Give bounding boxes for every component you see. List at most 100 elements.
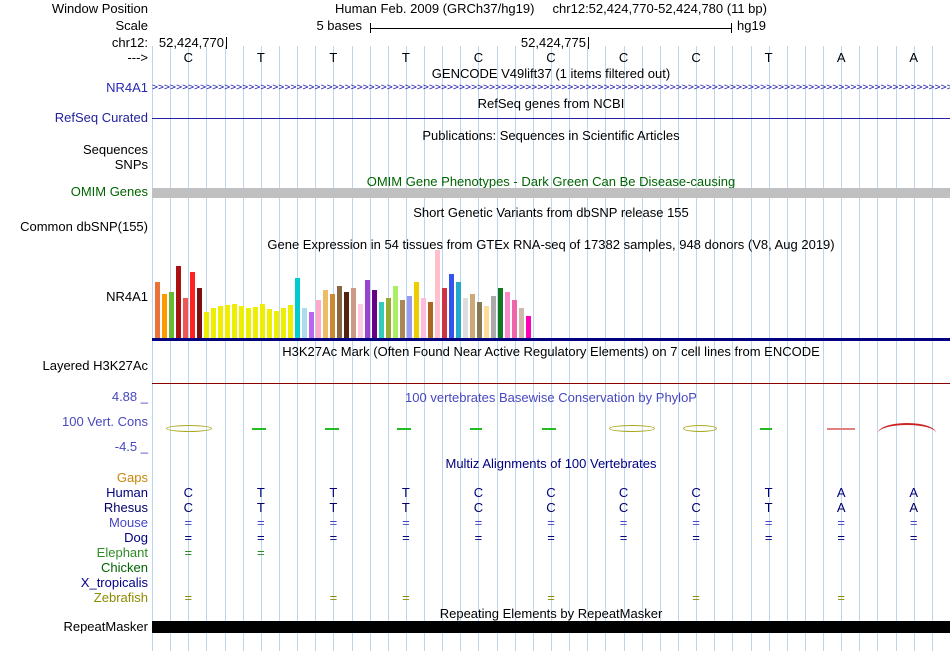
gtex-bar[interactable] (309, 312, 314, 338)
guideline (405, 46, 407, 651)
alignment-cell: = (619, 515, 628, 530)
gtex-bar[interactable] (197, 288, 202, 338)
gtex-bar[interactable] (337, 286, 342, 338)
gtex-bar[interactable] (218, 306, 223, 338)
gtex-bar[interactable] (253, 307, 258, 338)
gtex-bar[interactable] (246, 308, 251, 338)
alignment-cell: = (692, 530, 700, 545)
gtex-bar[interactable] (288, 305, 293, 338)
gtex-item-label[interactable]: NR4A1 (106, 289, 148, 304)
coordinate-right-tick (588, 37, 589, 49)
gtex-bar[interactable] (344, 292, 349, 338)
repeatmasker-bar[interactable] (152, 621, 950, 633)
gtex-bar[interactable] (505, 292, 510, 338)
gtex-bar[interactable] (330, 294, 335, 338)
gtex-bar[interactable] (232, 304, 237, 338)
gtex-bar[interactable] (225, 305, 230, 338)
multiz-track-title: Multiz Alignments of 100 Vertebrates (445, 456, 657, 471)
refseq-curated-line[interactable] (152, 118, 950, 119)
alignment-cell: T (401, 500, 410, 515)
gtex-bar[interactable] (477, 302, 482, 338)
sequences-label[interactable]: Sequences (82, 142, 148, 157)
dbsnp-label[interactable]: Common dbSNP(155) (20, 219, 148, 234)
gtex-bar[interactable] (442, 288, 447, 338)
gencode-item-label[interactable]: NR4A1 (106, 80, 148, 95)
gtex-bar[interactable] (414, 282, 419, 338)
alignment-cell: A (909, 500, 919, 515)
cons-wiggle-area[interactable] (0, 420, 950, 438)
guideline (369, 46, 371, 651)
gtex-bar[interactable] (435, 250, 440, 338)
h3k27ac-label[interactable]: Layered H3K27Ac (42, 358, 148, 373)
gtex-bar[interactable] (379, 302, 384, 338)
gtex-bar[interactable] (204, 312, 209, 338)
gtex-bar[interactable] (491, 296, 496, 338)
gtex-bar-chart[interactable] (152, 250, 950, 338)
gtex-bar[interactable] (484, 306, 489, 338)
gtex-bar[interactable] (400, 300, 405, 338)
gtex-bar[interactable] (449, 274, 454, 338)
assembly-tag: hg19 (737, 18, 766, 33)
gtex-bar[interactable] (190, 272, 195, 338)
alignment-cell: = (329, 530, 338, 545)
gtex-bar[interactable] (498, 288, 503, 338)
alignment-cell: A (909, 485, 919, 500)
gtex-bar[interactable] (407, 296, 412, 338)
gtex-bar[interactable] (372, 290, 377, 338)
gtex-bar[interactable] (526, 316, 531, 338)
gtex-bar[interactable] (316, 300, 321, 338)
alignment-cell: C (618, 485, 629, 500)
gtex-bar[interactable] (183, 298, 188, 338)
gtex-bar[interactable] (260, 304, 265, 338)
gtex-bar[interactable] (281, 308, 286, 338)
gtex-bar[interactable] (428, 302, 433, 338)
multiz-species-label-elephant: Elephant (96, 545, 148, 560)
gtex-bar[interactable] (302, 308, 307, 338)
gtex-bar[interactable] (512, 300, 517, 338)
alignment-cell: = (837, 590, 845, 605)
window-position-label: Window Position (51, 1, 148, 16)
h3k27ac-line[interactable] (152, 383, 950, 384)
gtex-bar[interactable] (421, 298, 426, 338)
guideline (641, 46, 643, 651)
gtex-bar[interactable] (393, 286, 398, 338)
gtex-bar[interactable] (519, 308, 524, 338)
gtex-bar[interactable] (162, 294, 167, 338)
reference-base: C (473, 50, 484, 65)
alignment-cell: = (837, 530, 845, 545)
gtex-bar[interactable] (365, 280, 370, 338)
gtex-bar[interactable] (295, 278, 300, 338)
gtex-bar[interactable] (463, 298, 468, 338)
omim-genes-bar[interactable] (152, 188, 950, 198)
snps-label[interactable]: SNPs (114, 157, 148, 172)
alignment-cell: = (692, 515, 700, 530)
gtex-bar[interactable] (456, 282, 461, 338)
alignment-cell: = (619, 530, 628, 545)
omim-genes-label[interactable]: OMIM Genes (70, 184, 148, 199)
gtex-bar[interactable] (239, 306, 244, 338)
gtex-bar[interactable] (155, 282, 160, 338)
cons-track-title: 100 vertebrates Basewise Conservation by… (405, 390, 697, 405)
gtex-bar[interactable] (267, 309, 272, 338)
guideline (387, 46, 389, 651)
gtex-bar[interactable] (274, 311, 279, 338)
gtex-bar[interactable] (351, 288, 356, 338)
repeatmasker-label[interactable]: RepeatMasker (63, 619, 148, 634)
alignment-cell: = (547, 590, 555, 605)
gtex-bar[interactable] (211, 308, 216, 338)
gencode-gene-arrows[interactable]: >>>>>>>>>>>>>>>>>>>>>>>>>>>>>>>>>>>>>>>>… (152, 82, 950, 93)
gtex-bar[interactable] (470, 294, 475, 338)
gtex-bar[interactable] (358, 304, 363, 338)
gtex-bar[interactable] (323, 290, 328, 338)
gtex-bar[interactable] (386, 298, 391, 338)
refseq-curated-label[interactable]: RefSeq Curated (54, 110, 148, 125)
gtex-bar[interactable] (176, 266, 181, 338)
assembly-name: Human Feb. 2009 (GRCh37/hg19) (335, 1, 535, 16)
repeatmasker-track-title: Repeating Elements by RepeatMasker (439, 606, 663, 621)
gtex-bar[interactable] (169, 292, 174, 338)
alignment-cell: A (836, 500, 846, 515)
reference-base: C (546, 50, 556, 65)
cons-label[interactable]: 100 Vert. Cons (62, 414, 148, 429)
